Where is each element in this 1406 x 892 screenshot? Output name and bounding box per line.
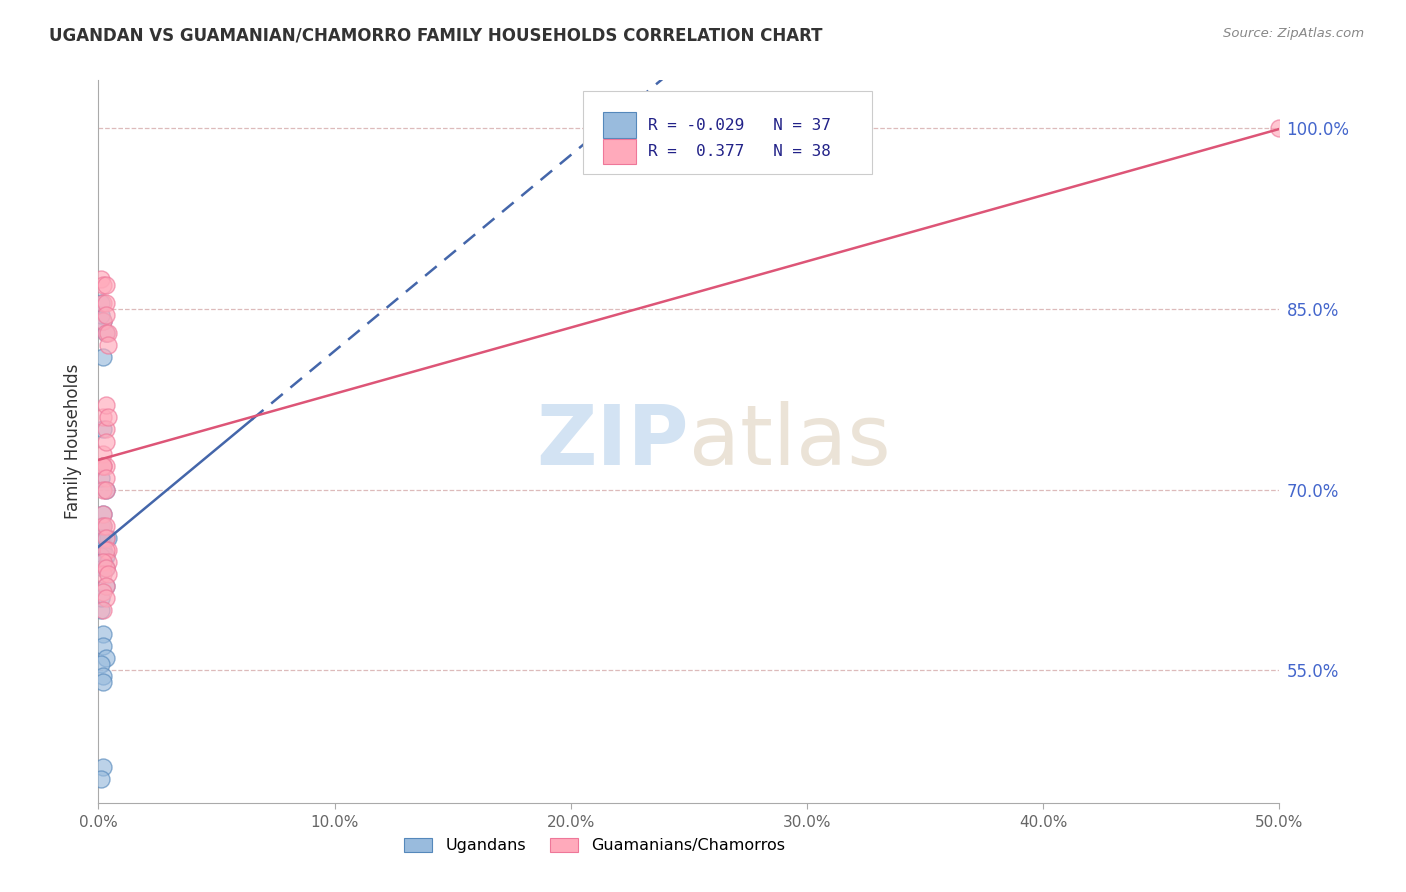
Point xyxy=(91,458,114,473)
Point xyxy=(91,410,114,425)
Point xyxy=(94,458,117,473)
Point xyxy=(91,555,114,569)
Point xyxy=(97,410,120,425)
Legend: Ugandans, Guamanians/Chamorros: Ugandans, Guamanians/Chamorros xyxy=(398,831,792,860)
Point xyxy=(94,483,117,497)
Point xyxy=(94,308,117,322)
Text: UGANDAN VS GUAMANIAN/CHAMORRO FAMILY HOUSEHOLDS CORRELATION CHART: UGANDAN VS GUAMANIAN/CHAMORRO FAMILY HOU… xyxy=(49,27,823,45)
Point xyxy=(91,423,114,437)
Point xyxy=(94,531,117,545)
Point xyxy=(91,669,114,683)
Point xyxy=(94,549,117,563)
Point xyxy=(94,579,117,593)
Point xyxy=(90,531,112,545)
Point xyxy=(94,531,117,545)
Point xyxy=(91,675,114,690)
Point xyxy=(91,296,114,310)
Point xyxy=(97,326,120,341)
Point xyxy=(94,591,117,606)
Point xyxy=(91,458,114,473)
Text: R = -0.029   N = 37: R = -0.029 N = 37 xyxy=(648,118,831,133)
Text: ZIP: ZIP xyxy=(537,401,689,482)
Point xyxy=(91,519,114,533)
Point xyxy=(97,555,120,569)
Point xyxy=(97,567,120,582)
Point xyxy=(1268,121,1291,136)
Point xyxy=(90,772,112,786)
Point xyxy=(94,561,117,575)
Point xyxy=(90,519,112,533)
Point xyxy=(94,651,117,665)
Point xyxy=(91,627,114,641)
Point xyxy=(91,314,114,328)
Point xyxy=(97,531,120,545)
Point xyxy=(94,326,117,341)
Point xyxy=(94,561,117,575)
Point xyxy=(94,398,117,412)
Point xyxy=(91,483,114,497)
Point xyxy=(94,579,117,593)
Text: R =  0.377   N = 38: R = 0.377 N = 38 xyxy=(648,145,831,159)
Point xyxy=(94,434,117,449)
Point xyxy=(91,458,114,473)
Point xyxy=(94,423,117,437)
FancyBboxPatch shape xyxy=(603,139,636,164)
Point xyxy=(94,542,117,557)
Point xyxy=(94,296,117,310)
Point xyxy=(90,549,112,563)
Point xyxy=(90,308,112,322)
Point xyxy=(91,585,114,599)
Point xyxy=(91,760,114,774)
Point xyxy=(90,603,112,617)
Point xyxy=(94,278,117,293)
Point xyxy=(91,519,114,533)
FancyBboxPatch shape xyxy=(582,91,872,174)
Point xyxy=(94,483,117,497)
Point xyxy=(91,555,114,569)
Point xyxy=(91,555,114,569)
Point xyxy=(91,542,114,557)
Point xyxy=(90,542,112,557)
Point xyxy=(91,531,114,545)
Point xyxy=(91,640,114,654)
Point xyxy=(91,507,114,521)
Point xyxy=(94,326,117,341)
Point xyxy=(91,603,114,617)
FancyBboxPatch shape xyxy=(603,112,636,137)
Point xyxy=(91,278,114,293)
Point xyxy=(90,591,112,606)
Point xyxy=(91,567,114,582)
Point xyxy=(91,350,114,364)
Point xyxy=(91,507,114,521)
Point xyxy=(97,542,120,557)
Point xyxy=(94,519,117,533)
Point xyxy=(91,542,114,557)
Point xyxy=(90,471,112,485)
Point xyxy=(90,657,112,672)
Point xyxy=(90,555,112,569)
Text: Source: ZipAtlas.com: Source: ZipAtlas.com xyxy=(1223,27,1364,40)
Point xyxy=(90,272,112,286)
Y-axis label: Family Households: Family Households xyxy=(65,364,83,519)
Point xyxy=(94,471,117,485)
Point xyxy=(97,338,120,352)
Point xyxy=(91,314,114,328)
Point xyxy=(91,447,114,461)
Point xyxy=(90,296,112,310)
Point xyxy=(91,561,114,575)
Text: atlas: atlas xyxy=(689,401,890,482)
